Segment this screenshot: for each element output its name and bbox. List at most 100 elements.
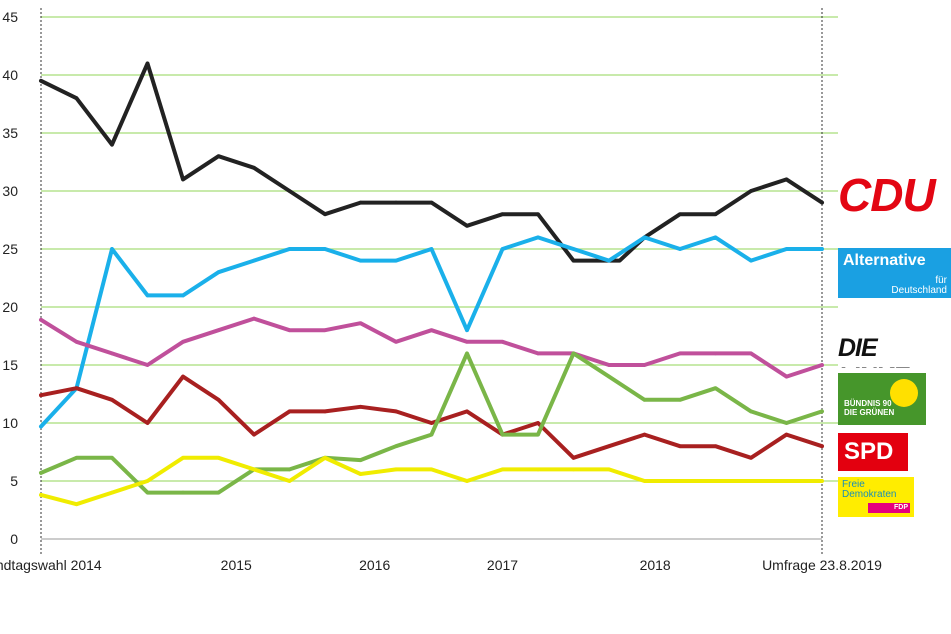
- data-point-fdp-15: [571, 467, 576, 472]
- data-point-spd-12: [465, 409, 469, 414]
- data-point-gr-ne-0: [39, 471, 43, 475]
- afd-logo-fuer: für: [935, 275, 947, 286]
- data-point-afd-4: [181, 293, 185, 298]
- data-point-afd-6: [252, 258, 256, 263]
- data-point-die-linke-21: [784, 374, 789, 379]
- data-point-cdu-23: [820, 200, 824, 205]
- data-point-die-linke-2: [110, 351, 114, 356]
- data-point-fdp-17: [642, 479, 647, 483]
- data-point-spd-4: [181, 374, 185, 379]
- data-point-die-linke-17: [642, 363, 647, 367]
- x-tick-label-5: Umfrage 23.8.2019: [762, 557, 882, 573]
- data-point-cdu-14: [536, 212, 540, 216]
- linke-logo: DIE LINKE: [838, 334, 951, 368]
- y-tick-label-20: 20: [2, 299, 18, 315]
- data-point-cdu-3: [145, 61, 150, 66]
- data-point-die-linke-4: [181, 340, 185, 344]
- cdu-logo-text: CDU: [838, 169, 936, 221]
- gruene-logo-line1: BÜNDNIS 90: [844, 399, 892, 408]
- data-point-afd-17: [642, 235, 647, 240]
- data-point-cdu-15: [571, 258, 576, 263]
- data-point-fdp-8: [323, 456, 327, 460]
- data-point-die-linke-3: [145, 363, 150, 367]
- data-point-afd-21: [784, 247, 789, 251]
- fdp-logo: Freie Demokraten FDP: [838, 477, 914, 517]
- y-tick-label-15: 15: [2, 357, 18, 373]
- data-point-spd-17: [642, 432, 647, 437]
- data-point-die-linke-8: [323, 328, 327, 333]
- data-point-fdp-20: [749, 479, 753, 483]
- data-point-die-linke-22: [820, 363, 824, 367]
- data-point-spd-22: [820, 444, 824, 449]
- fdp-logo-line1: Freie: [842, 479, 865, 490]
- data-point-fdp-7: [287, 479, 292, 483]
- x-tick-label-0: Landtagswahl 2014: [0, 557, 102, 573]
- data-point-afd-19: [713, 235, 718, 240]
- data-point-fdp-18: [678, 479, 682, 483]
- data-point-fdp-11: [429, 467, 434, 472]
- afd-logo-line1: Alternative: [843, 252, 926, 269]
- data-point-fdp-14: [536, 467, 540, 472]
- fdp-logo-text: Freie Demokraten: [842, 480, 896, 500]
- fdp-logo-badge: FDP: [868, 503, 910, 513]
- data-point-gr-ne-11: [429, 432, 434, 437]
- data-point-die-linke-1: [74, 340, 79, 344]
- data-point-die-linke-18: [678, 351, 682, 356]
- data-point-spd-0: [39, 393, 43, 397]
- data-point-fdp-5: [216, 456, 221, 460]
- data-point-cdu-11: [429, 200, 434, 205]
- x-tick-label-2: 2016: [359, 557, 390, 573]
- data-point-fdp-9: [358, 472, 363, 476]
- data-point-spd-2: [110, 398, 114, 402]
- data-point-afd-20: [749, 258, 753, 263]
- data-point-gr-ne-5: [216, 490, 221, 495]
- data-point-spd-15: [571, 456, 576, 460]
- x-tick-label-3: 2017: [487, 557, 518, 573]
- data-point-cdu-22: [784, 177, 789, 182]
- afd-logo-deutschland: Deutschland: [891, 285, 947, 296]
- data-point-cdu-9: [358, 200, 363, 205]
- data-point-afd-8: [323, 247, 327, 251]
- data-point-cdu-0: [39, 79, 43, 83]
- data-point-fdp-1: [74, 502, 79, 507]
- data-point-cdu-4: [181, 177, 185, 182]
- data-point-gr-ne-10: [394, 444, 398, 449]
- data-point-afd-14: [536, 235, 540, 240]
- data-point-gr-ne-7: [287, 467, 292, 472]
- linke-logo-text: DIE LINKE: [838, 334, 909, 368]
- data-point-spd-14: [536, 421, 540, 425]
- data-point-spd-20: [749, 456, 753, 460]
- data-point-fdp-19: [713, 479, 718, 483]
- y-tick-label-45: 45: [2, 9, 18, 25]
- data-point-spd-6: [252, 432, 256, 437]
- data-point-fdp-12: [465, 479, 469, 483]
- gruene-logo-line2: DIE GRÜNEN: [844, 408, 895, 417]
- data-point-afd-11: [429, 247, 434, 251]
- x-tick-label-4: 2018: [640, 557, 671, 573]
- data-point-spd-19: [713, 444, 718, 449]
- data-point-spd-9: [358, 404, 363, 409]
- data-point-spd-1: [74, 386, 79, 391]
- data-point-spd-5: [216, 398, 221, 402]
- data-point-afd-0: [39, 424, 43, 429]
- data-point-die-linke-0: [39, 317, 43, 322]
- data-point-afd-22: [820, 247, 824, 251]
- data-point-die-linke-13: [500, 340, 505, 344]
- data-point-gr-ne-3: [145, 490, 150, 495]
- data-point-die-linke-6: [252, 316, 256, 321]
- y-tick-label-10: 10: [2, 415, 18, 431]
- data-point-spd-7: [287, 409, 292, 414]
- data-point-afd-13: [500, 247, 505, 251]
- data-point-afd-5: [216, 270, 221, 275]
- sunflower-icon: [890, 379, 918, 407]
- data-point-gr-ne-18: [678, 398, 682, 402]
- data-point-spd-16: [607, 444, 611, 449]
- data-point-die-linke-10: [394, 340, 398, 344]
- data-point-gr-ne-1: [74, 456, 79, 460]
- data-point-afd-7: [287, 247, 292, 251]
- data-point-fdp-6: [252, 467, 256, 472]
- gruene-logo-text: BÜNDNIS 90 DIE GRÜNEN: [844, 399, 894, 417]
- data-point-die-linke-12: [465, 340, 469, 344]
- data-point-gr-ne-9: [358, 458, 363, 462]
